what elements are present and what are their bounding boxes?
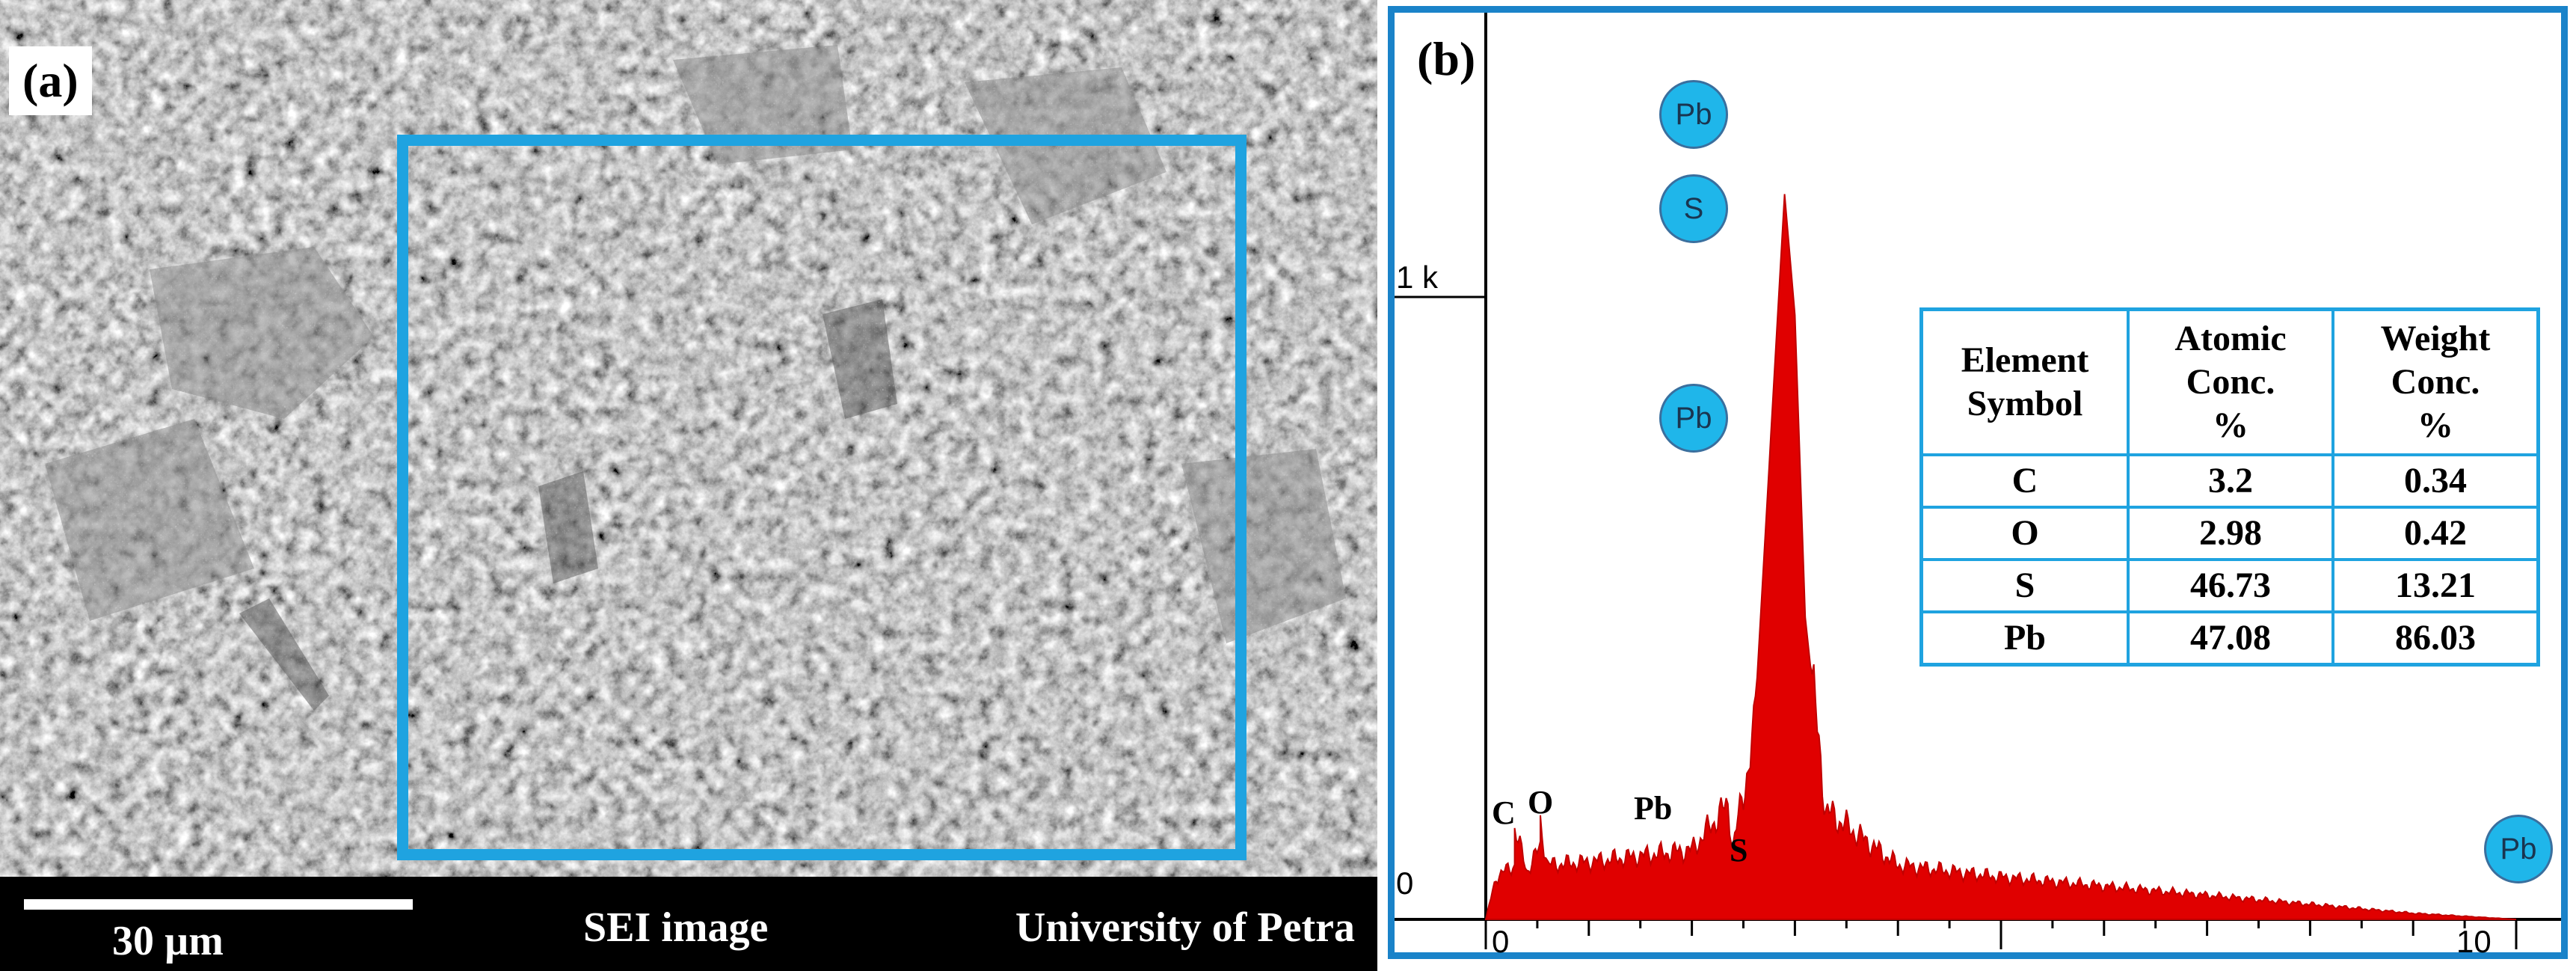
spectrum-area	[1484, 194, 2517, 920]
table-row: S 46.73 13.21	[1919, 558, 2540, 613]
cell-element: O	[1919, 506, 2130, 561]
cell-element: Pb	[1919, 610, 2130, 667]
y-tick-label-1k: 1 k	[1396, 260, 1439, 295]
cell-weight: 86.03	[2331, 610, 2540, 667]
cell-element: S	[1919, 558, 2130, 613]
table-row: C 3.2 0.34	[1919, 453, 2540, 509]
composition-table: Element Symbol Atomic Conc.% Weight Conc.…	[1919, 307, 2540, 667]
x-tick-label-0: 0	[1492, 924, 1510, 959]
eds-spectrum-panel: (b) 1 k 0 0 10 C O Pb S Pb S Pb Pb Eleme…	[1388, 6, 2568, 959]
element-marker-pb: Pb	[1659, 80, 1728, 149]
header-element-symbol: Element Symbol	[1919, 307, 2130, 456]
table-row: Pb 47.08 86.03	[1919, 610, 2540, 667]
cell-weight: 0.42	[2331, 506, 2540, 561]
header-atomic-conc: Atomic Conc.%	[2127, 307, 2334, 456]
header-weight-conc: Weight Conc.%	[2331, 307, 2540, 456]
panel-b-label: (b)	[1417, 32, 1476, 85]
scale-bar-label: 30 µm	[112, 918, 224, 964]
table-header-row: Element Symbol Atomic Conc.% Weight Conc.…	[1919, 307, 2540, 456]
cell-weight: 0.34	[2331, 453, 2540, 509]
cell-element: C	[1919, 453, 2130, 509]
y-tick-label-0: 0	[1396, 866, 1414, 901]
institution-label: University of Petra	[1015, 904, 1355, 951]
peak-label-c: C	[1492, 794, 1516, 831]
element-marker-s: S	[1659, 174, 1728, 243]
cell-atomic: 3.2	[2127, 453, 2334, 509]
element-marker-pb-3: Pb	[2484, 815, 2553, 883]
cell-atomic: 2.98	[2127, 506, 2334, 561]
cell-atomic: 47.08	[2127, 610, 2334, 667]
cell-weight: 13.21	[2331, 558, 2540, 613]
sem-image	[0, 0, 1377, 877]
scale-bar-line	[24, 899, 413, 910]
panel-a-label: (a)	[9, 46, 92, 115]
x-tick-label-10: 10	[2456, 924, 2492, 959]
spectrum-plot	[1395, 13, 2561, 949]
peak-label-o: O	[1528, 784, 1554, 821]
peak-label-pb: Pb	[1634, 790, 1673, 827]
sem-panel: (a) 30 µm SEI image University of Petra	[0, 0, 1377, 971]
cell-atomic: 46.73	[2127, 558, 2334, 613]
region-of-interest-box	[397, 135, 1246, 860]
peak-label-s: S	[1730, 832, 1748, 869]
table-row: O 2.98 0.42	[1919, 506, 2540, 561]
imaging-mode-label: SEI image	[583, 904, 769, 951]
element-marker-pb-2: Pb	[1659, 384, 1728, 453]
sem-info-bar: 30 µm SEI image University of Petra	[0, 877, 1377, 971]
x-axis-ticks	[1484, 919, 2518, 949]
